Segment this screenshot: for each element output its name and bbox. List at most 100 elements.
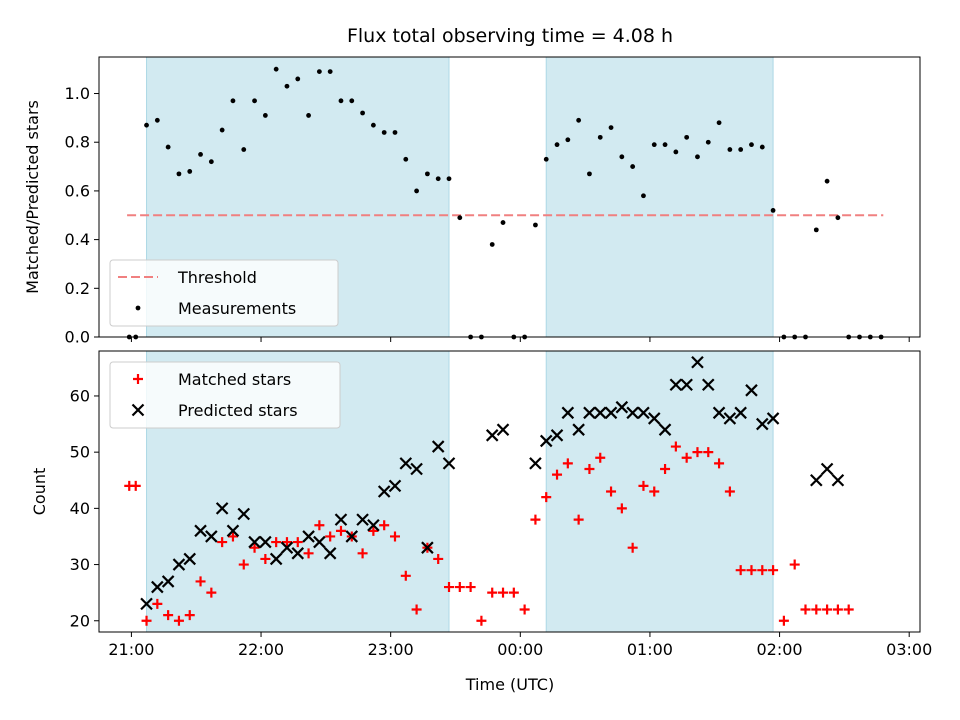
measurement-point xyxy=(684,134,690,140)
predicted-star-point xyxy=(248,535,261,549)
x-tick-label: 00:00 xyxy=(497,640,543,659)
matched-star-point xyxy=(822,604,833,615)
chart-title: Flux total observing time = 4.08 h xyxy=(347,25,673,47)
measurement-point xyxy=(327,69,333,75)
predicted-star-point xyxy=(561,406,575,420)
legend-matched-swatch xyxy=(133,374,143,384)
y-tick-label: 0.2 xyxy=(65,279,90,298)
y-tick-label: 30 xyxy=(70,555,90,574)
predicted-star-point xyxy=(259,535,272,549)
matched-star-point xyxy=(411,604,422,615)
shaded-interval-2 xyxy=(545,56,774,338)
matched-star-point xyxy=(357,548,368,559)
predicted-star-point xyxy=(280,541,294,554)
matched-star-point xyxy=(778,615,789,626)
predicted-star-point xyxy=(442,457,456,470)
matched-star-point xyxy=(271,537,282,548)
predicted-star-point xyxy=(367,518,380,532)
matched-star-point xyxy=(141,615,152,626)
measurement-point xyxy=(543,156,549,162)
predicted-star-point xyxy=(161,575,175,588)
measurement-point xyxy=(198,151,203,157)
predicted-star-point xyxy=(399,457,413,470)
predicted-star-point xyxy=(194,524,207,538)
measurement-point xyxy=(489,242,495,247)
matched-star-point xyxy=(541,492,552,503)
matched-star-point xyxy=(433,553,444,564)
predicted-star-point xyxy=(237,507,251,521)
measurement-point xyxy=(273,66,279,72)
predicted-star-point xyxy=(766,412,780,425)
matched-star-point xyxy=(627,542,638,553)
legend-threshold-label: Threshold xyxy=(177,268,257,287)
measurement-point xyxy=(370,122,376,128)
matched-star-point xyxy=(368,525,379,536)
matched-star-point xyxy=(454,582,465,593)
measurement-point xyxy=(619,154,625,160)
measurement-point xyxy=(241,147,247,152)
matched-star-point xyxy=(692,447,703,458)
x-tick-label: 23:00 xyxy=(368,640,414,659)
matched-star-point xyxy=(249,542,260,553)
matched-star-point xyxy=(152,598,163,609)
measurement-point xyxy=(608,125,614,131)
measurement-point xyxy=(673,149,679,155)
top-y-ticks: 0.0 0.2 0.4 0.6 0.8 1.0 xyxy=(65,84,99,347)
bottom-y-axis-label: Count xyxy=(30,468,49,516)
predicted-star-point xyxy=(410,462,423,476)
matched-star-point xyxy=(498,587,509,598)
y-tick-label: 0.6 xyxy=(65,181,90,200)
legend-measurements-label: Measurements xyxy=(178,299,296,318)
predicted-star-point xyxy=(647,412,661,425)
measurement-point xyxy=(154,117,160,123)
predicted-star-point xyxy=(572,423,585,436)
predicted-star-point xyxy=(637,406,650,420)
matched-star-point xyxy=(206,587,217,598)
predicted-star-point xyxy=(291,547,305,560)
predicted-star-point xyxy=(356,513,369,526)
predicted-star-point xyxy=(269,552,283,566)
measurement-point xyxy=(662,142,668,148)
y-tick-label: 0.4 xyxy=(65,230,90,249)
matched-star-point xyxy=(735,565,746,576)
matched-star-point xyxy=(757,565,768,576)
y-tick-label: 1.0 xyxy=(65,84,90,103)
matched-star-point xyxy=(789,559,800,570)
matched-star-point xyxy=(573,514,584,525)
top-y-axis-label: Matched/Predicted stars xyxy=(23,100,42,294)
top-panel: 0.0 0.2 0.4 0.6 0.8 1.0 Matched/Predicted sta… xyxy=(23,56,921,347)
measurement-point xyxy=(705,139,711,145)
predicted-star-point xyxy=(215,502,229,515)
matched-star-point xyxy=(163,610,174,621)
matched-star-point xyxy=(638,480,649,491)
measurement-point xyxy=(176,171,182,177)
matched-star-point xyxy=(314,520,325,531)
measurement-point xyxy=(435,176,441,182)
matched-star-point xyxy=(595,452,606,463)
matched-star-point xyxy=(173,615,184,626)
predicted-star-point xyxy=(756,417,769,431)
measurement-point xyxy=(587,171,592,177)
measurement-point xyxy=(392,130,398,135)
measurement-point xyxy=(576,117,582,123)
predicted-star-point xyxy=(820,462,834,476)
measurement-point xyxy=(500,220,506,225)
predicted-star-point xyxy=(615,400,629,414)
matched-star-point xyxy=(606,486,617,497)
measurement-point xyxy=(381,130,387,135)
predicted-star-point xyxy=(593,406,607,420)
predicted-star-point xyxy=(810,473,823,487)
measurement-point xyxy=(597,134,603,140)
matched-star-point xyxy=(584,464,595,475)
y-tick-label: 50 xyxy=(70,443,90,462)
measurement-point xyxy=(230,98,236,104)
top-measurements xyxy=(126,66,884,340)
matched-star-point xyxy=(130,480,141,491)
measurement-point xyxy=(349,98,355,104)
predicted-star-point xyxy=(734,406,747,420)
top-legend: Threshold Measurements xyxy=(109,259,339,327)
matched-star-point xyxy=(184,610,195,621)
predicted-star-point xyxy=(669,378,683,391)
measurement-point xyxy=(835,215,841,221)
